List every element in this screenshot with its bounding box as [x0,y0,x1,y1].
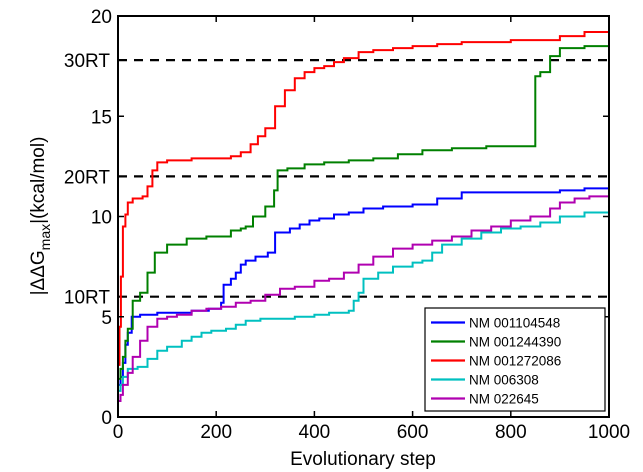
y-axis-label-units: |(kcal/mol) [28,137,49,224]
y-axis-label-main: |ΔΔG [28,250,49,295]
legend-label-3: NM 006308 [469,373,539,388]
y-tick-label-4: 20 [91,7,112,28]
x-axis-label: Evolutionary step [290,449,436,470]
x-tick-label-5: 1000 [588,422,630,443]
x-tick-label-3: 600 [397,422,429,443]
series-line-2 [118,31,609,366]
reference-label-1: 20RT [64,167,111,188]
legend-label-2: NM 001272086 [469,354,561,369]
x-tick-label-1: 200 [200,422,232,443]
y-axis-label: |ΔΔGmax|(kcal/mol) [28,137,53,296]
x-tick-label-0: 0 [113,422,124,443]
x-tick-label-4: 800 [495,422,527,443]
y-tick-label-3: 15 [91,107,112,128]
reference-lines [118,59,609,298]
legend: NM 001104548 NM 001244390 NM 001272086 NM 0… [424,307,606,412]
legend-label-1: NM 001244390 [469,335,561,350]
legend-label-4: NM 022645 [469,392,539,407]
series-layer [118,31,610,402]
series-line-3 [118,206,610,392]
y-axis-label-subscript: max [37,224,53,250]
x-tick-label-2: 400 [299,422,331,443]
reference-label-0: 30RT [64,51,111,72]
reference-label-2: 10RT [64,288,111,309]
reference-labels: 30RT 20RT 10RT [64,51,111,309]
legend-label-0: NM 001104548 [469,316,560,331]
y-tick-label-2: 10 [91,208,112,229]
y-tick-label-1: 5 [101,308,112,329]
axis-ticks: 0 200 400 600 800 1000 0 5 10 15 20 [91,7,630,443]
series-line-1 [118,44,610,380]
series-line-0 [118,184,610,386]
y-tick-label-0: 0 [101,408,112,429]
series-line-4 [118,194,610,402]
